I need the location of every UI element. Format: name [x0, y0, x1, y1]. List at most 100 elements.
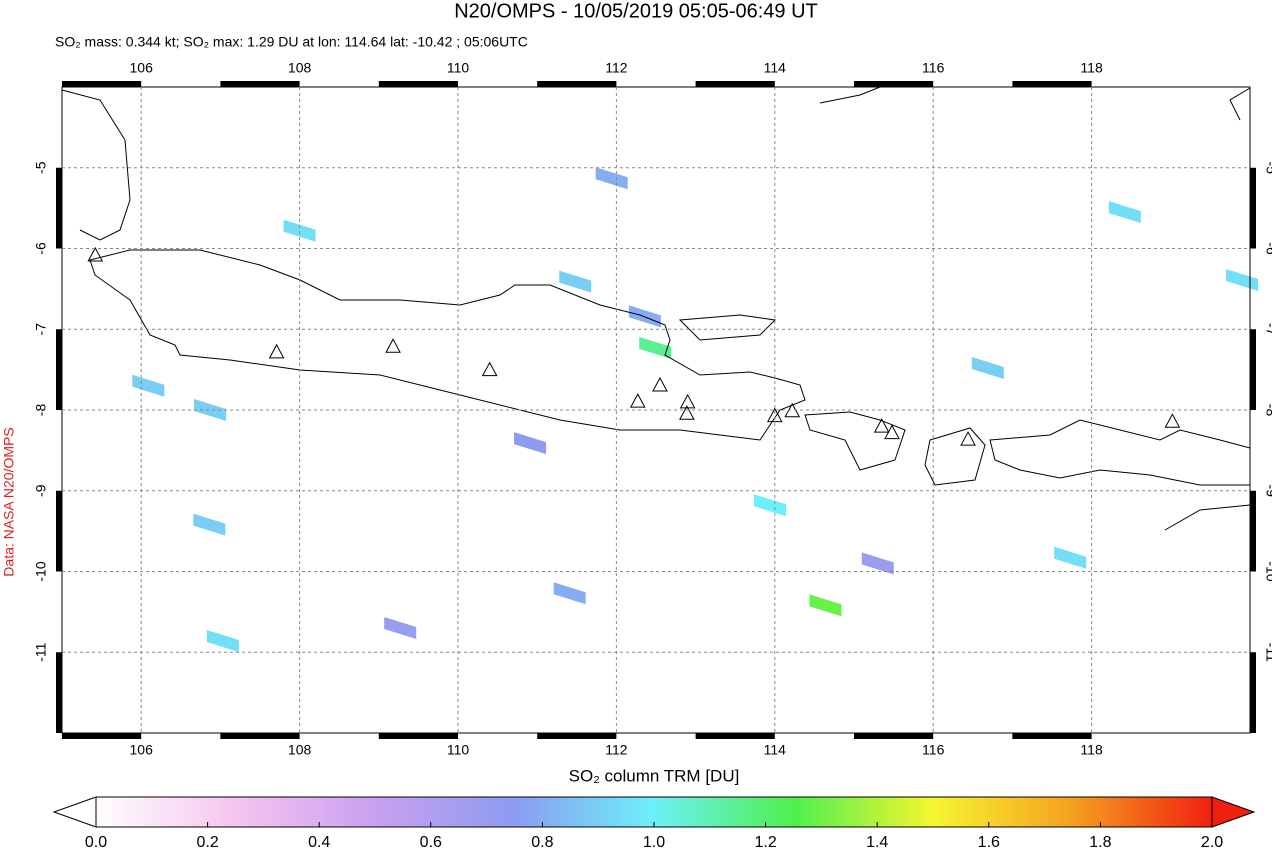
coastline	[924, 427, 986, 486]
colorbar-tick-label: 0.6	[420, 834, 442, 851]
coastline	[1229, 87, 1251, 121]
x-tick-label: 108	[288, 60, 312, 76]
x-tick-label: 114	[764, 60, 787, 76]
volcano	[766, 407, 783, 423]
y-tick-label: -5	[1263, 162, 1272, 175]
frame-stripe	[1012, 81, 1092, 87]
y-tick-label: -10	[1263, 561, 1272, 581]
frame-stripe	[695, 733, 775, 739]
volcano	[481, 361, 498, 377]
so2-pixel	[639, 336, 672, 359]
x-tick-label: 116	[922, 742, 945, 758]
y-tick-label: -11	[33, 642, 49, 661]
so2-pixel	[861, 552, 894, 575]
so2-pixel	[628, 305, 661, 328]
colorbar-tick-label: 2.0	[1201, 834, 1223, 851]
chart-title: N20/OMPS - 10/05/2019 05:05-06:49 UT	[454, 0, 818, 22]
colorbar-tick-label: 1.6	[978, 834, 1000, 851]
x-tick-label: 112	[605, 60, 628, 76]
y-tick-label: -6	[33, 242, 49, 255]
colorbar-tick-label: 0.4	[308, 834, 330, 851]
coastline	[61, 89, 131, 241]
frame-stripe	[56, 167, 62, 249]
volcano	[87, 246, 104, 262]
frame-stripe	[56, 490, 62, 572]
frame-stripe	[1250, 167, 1256, 249]
colorbar-under	[52, 796, 97, 828]
frame-stripe	[854, 81, 934, 87]
so2-pixel	[194, 399, 227, 421]
coastline	[89, 249, 806, 441]
so2-pixel	[1226, 268, 1259, 291]
coastline	[804, 411, 906, 471]
coastline	[989, 419, 1251, 486]
so2-pixel	[754, 494, 787, 517]
colorbar-tick-label: 1.2	[754, 834, 776, 851]
frame-stripe	[537, 81, 617, 87]
frame-stripe	[220, 733, 300, 739]
so2-pixel	[384, 617, 417, 640]
frame-stripe	[378, 733, 458, 739]
x-tick-label: 106	[130, 742, 154, 758]
x-tick-label: 110	[447, 742, 470, 758]
credit: Data: NASA N20/OMPS	[1, 427, 17, 576]
colorbar-tick-label: 1.8	[1089, 834, 1111, 851]
y-tick-label: -5	[33, 161, 49, 174]
x-tick-label: 114	[764, 742, 787, 758]
colorbar-tick-label: 0.0	[85, 834, 107, 851]
so2-pixel	[132, 374, 165, 397]
volcano	[1164, 413, 1181, 428]
frame-stripe	[1012, 733, 1092, 739]
y-tick-label: -10	[33, 561, 49, 581]
so2-pixel	[514, 432, 547, 455]
x-tick-label: 118	[1080, 742, 1103, 758]
y-tick-label: -9	[33, 484, 49, 497]
so2-pixel	[553, 582, 586, 605]
coastline	[819, 86, 881, 104]
so2-pixel	[971, 357, 1004, 380]
volcano	[652, 376, 668, 392]
volcano	[884, 424, 900, 440]
frame-stripe	[378, 81, 458, 87]
frame-stripe	[537, 733, 617, 739]
coastlines	[61, 86, 1251, 531]
y-tick-label: -8	[33, 404, 49, 417]
y-tick-label: -7	[33, 323, 49, 336]
so2-pixel	[193, 513, 226, 536]
coastline	[678, 314, 777, 341]
y-tick-label: -9	[1263, 485, 1272, 498]
volcano	[629, 393, 646, 408]
x-tick-label: 106	[130, 60, 154, 76]
frame-stripe	[62, 81, 142, 87]
colorbar-tick-label: 0.2	[196, 834, 218, 851]
so2-pixel	[283, 219, 316, 242]
frame-stripe	[56, 652, 62, 733]
coastline	[1164, 504, 1251, 531]
volcano	[679, 405, 695, 420]
colorbar-tick-label: 0.8	[531, 834, 553, 851]
x-tick-label: 116	[922, 60, 945, 76]
colorbar-over	[1211, 796, 1256, 828]
frame-stripe	[56, 329, 62, 410]
so2-pixel	[559, 270, 592, 293]
frame-stripe	[854, 733, 934, 739]
volcano	[873, 418, 890, 433]
colorbar-tick-label: 1.4	[866, 834, 888, 851]
volcano	[960, 431, 976, 446]
so2-pixel	[1054, 546, 1087, 569]
x-tick-label: 110	[447, 60, 470, 76]
map-layers	[61, 86, 1259, 652]
x-tick-label: 112	[605, 742, 628, 758]
frame-stripe	[695, 81, 775, 87]
volcano	[385, 338, 401, 353]
frame-stripe	[1250, 329, 1256, 410]
volcano	[784, 402, 801, 418]
so2-pixel	[595, 167, 628, 190]
y-tick-label: -8	[1263, 404, 1272, 417]
so2-pixel	[206, 629, 239, 652]
subtitle: SO₂ mass: 0.344 kt; SO₂ max: 1.29 DU at …	[55, 34, 528, 50]
so2-pixel	[809, 594, 842, 617]
y-tick-label: -6	[1263, 242, 1272, 255]
frame-stripe	[62, 733, 142, 739]
